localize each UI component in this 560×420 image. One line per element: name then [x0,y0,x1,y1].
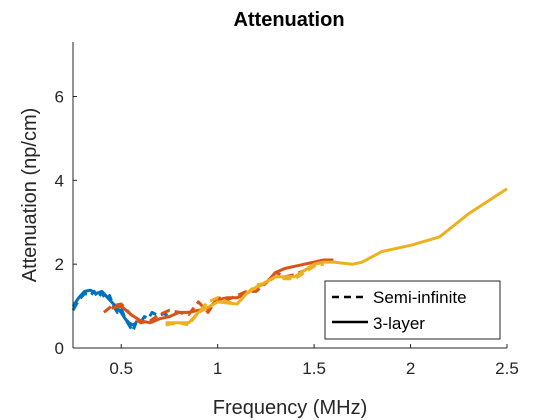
plot-area: 0.5 1 1.5 2 2.5 0 2 4 6 [55,42,519,378]
y-tick-label: 4 [55,171,64,190]
x-tick-label: 1.5 [302,359,326,378]
chart-title: Attenuation [233,9,344,31]
x-tick-label: 1 [213,359,222,378]
x-tick-label: 2.5 [495,359,519,378]
legend-box [324,280,501,340]
series-layer [71,187,508,333]
series-line-3 [111,258,334,325]
legend: Semi-infinite 3-layer [324,280,501,340]
y-axis-label: Attenuation (np/cm) [19,108,41,283]
series-line-5 [165,187,508,325]
legend-label-semi-infinite: Semi-infinite [373,288,467,307]
x-tick-label: 0.5 [109,359,133,378]
y-ticks: 0 2 4 6 [55,87,77,358]
y-tick-label: 6 [55,87,64,106]
y-tick-label: 2 [55,255,64,274]
y-tick-label: 0 [55,339,64,358]
x-tick-label: 2 [406,359,415,378]
x-ticks: 0.5 1 1.5 2 2.5 [109,344,519,378]
legend-label-3-layer: 3-layer [373,314,425,333]
x-axis-label: Frequency (MHz) [213,397,367,419]
series-line-1 [71,288,138,327]
